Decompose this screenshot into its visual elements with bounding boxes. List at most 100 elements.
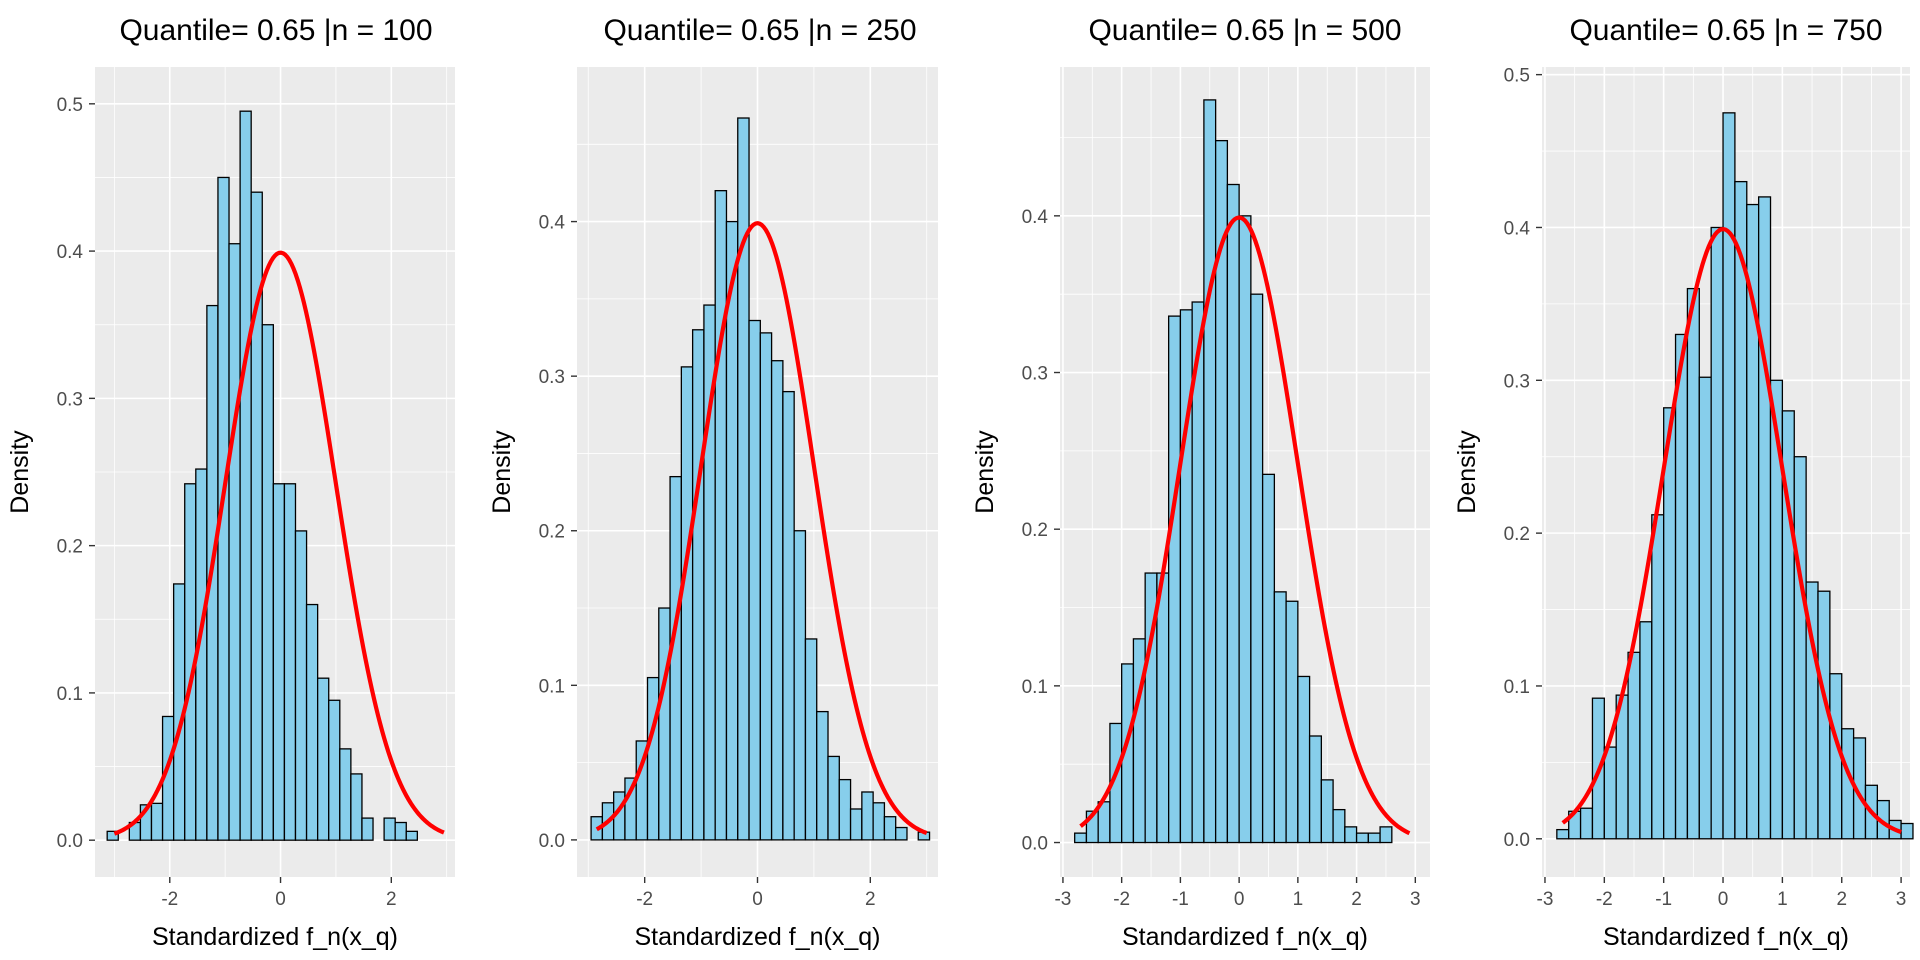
histogram-bar	[1698, 376, 1712, 840]
x-tick-label: -1	[1655, 889, 1672, 910]
y-tick-label: 0.4	[1022, 207, 1049, 228]
histogram-bar	[394, 821, 407, 841]
panel-n-250: 0.0 0.1 0.2 0.3 0.4 -2 0 2 Quantile= 0.65 |n = …	[488, 14, 938, 951]
y-axis-label: Density	[1453, 430, 1481, 514]
histogram-bar	[1320, 779, 1334, 844]
y-tick-label: 0.4	[1504, 218, 1531, 239]
histogram-bar	[1900, 822, 1914, 840]
x-tick-label: 2	[1836, 889, 1847, 910]
x-tick-label: 2	[386, 889, 397, 910]
x-tick-label: 0	[1234, 889, 1245, 910]
histogram-bar	[283, 483, 297, 841]
y-tick-label: 0.2	[539, 522, 565, 543]
histogram-bar	[316, 677, 330, 841]
histogram-bar	[1627, 651, 1641, 840]
y-tick-label: 0.5	[1504, 66, 1530, 87]
histogram-bar	[150, 802, 164, 841]
histogram-bar	[1074, 832, 1088, 844]
histogram-bar	[1793, 456, 1807, 840]
y-tick-label: 0.2	[1022, 520, 1048, 541]
histogram-bar	[782, 390, 795, 841]
histogram-bar	[1168, 315, 1182, 844]
histogram-bar	[1651, 514, 1665, 840]
y-tick-label: 0.5	[57, 95, 83, 116]
histogram-bar	[405, 830, 418, 841]
histogram-bar	[1297, 675, 1311, 844]
histogram-bar	[350, 773, 363, 841]
panel-n-500: 0.0 0.1 0.2 0.3 0.4 -3 -2 -1 0 1 2 3 Quantile= 0.65…	[971, 14, 1430, 951]
y-tick-label: 0.1	[539, 676, 565, 697]
histogram-bar	[1722, 112, 1736, 840]
plot-area: 0.0 0.1 0.2 0.3 0.4 -2 0 2	[539, 67, 938, 910]
y-tick-label: 0.3	[57, 389, 83, 410]
histogram-bar	[827, 755, 840, 841]
histogram-bar	[1273, 591, 1287, 844]
histogram-bar	[849, 808, 863, 841]
panel-title: Quantile= 0.65 |n = 100	[119, 14, 432, 47]
y-tick-label: 0.3	[1504, 371, 1530, 392]
histogram-bar	[680, 366, 694, 841]
histogram-bar	[1344, 826, 1358, 844]
y-axis-label: Density	[488, 430, 516, 514]
histogram-bar	[339, 748, 352, 841]
plot-area: 0.0 0.1 0.2 0.3 0.4 -3 -2 -1 0 1 2 3	[1022, 67, 1430, 910]
panel-title: Quantile= 0.65 |n = 250	[603, 14, 916, 47]
histogram-bar	[106, 830, 119, 841]
histogram-bar	[361, 817, 374, 841]
y-tick-label: 0.3	[1022, 364, 1048, 385]
y-tick-label: 0.0	[57, 831, 83, 852]
x-tick-label: -1	[1172, 889, 1189, 910]
histogram-bar	[646, 676, 660, 841]
histogram-bar	[1156, 572, 1170, 844]
x-tick-label: -2	[636, 889, 653, 910]
histogram-bar	[838, 778, 852, 841]
x-tick-label: -2	[1596, 889, 1613, 910]
x-tick-label: 0	[275, 889, 286, 910]
histogram-bar	[1355, 832, 1369, 844]
histogram-bar	[1686, 287, 1700, 840]
y-tick-label: 0.2	[57, 537, 83, 558]
panel-n-750: 0.0 0.1 0.2 0.3 0.4 0.5 -3 -2 -1 0 1 2 3 Quantile= 0…	[1453, 14, 1914, 951]
y-axis-label: Density	[6, 430, 34, 514]
histogram-bar	[725, 220, 739, 841]
x-axis-label: Standardized f_n(x_q)	[1122, 923, 1368, 951]
x-axis-label: Standardized f_n(x_q)	[1603, 923, 1849, 951]
x-tick-label: 3	[1410, 889, 1421, 910]
y-tick-label: 0.0	[1022, 834, 1048, 855]
y-axis-label: Density	[971, 430, 999, 514]
x-tick-label: 2	[1351, 889, 1362, 910]
histogram-bar	[691, 329, 705, 841]
histogram-bar	[872, 802, 886, 841]
x-tick-label: 2	[865, 889, 876, 910]
histogram-bar	[1603, 746, 1617, 840]
histogram-bar	[1285, 600, 1299, 844]
histogram-bar	[1663, 407, 1677, 840]
histogram-bar	[328, 699, 341, 841]
histogram-bar	[737, 117, 750, 841]
histogram-bar	[658, 607, 671, 841]
histogram-bar	[804, 638, 818, 841]
histogram-bar	[305, 603, 319, 841]
histogram-bar	[294, 530, 308, 841]
histogram-bar	[714, 190, 728, 841]
y-tick-label: 0.0	[539, 831, 565, 852]
panel-title: Quantile= 0.65 |n = 500	[1088, 14, 1401, 47]
histogram-bar	[883, 816, 897, 841]
histogram-bar	[1203, 99, 1217, 844]
normal-density-curve	[1079, 215, 1411, 836]
histogram-bar	[383, 817, 396, 841]
y-tick-label: 0.4	[539, 213, 566, 234]
x-tick-label: -2	[161, 889, 178, 910]
y-tick-label: 0.1	[1022, 677, 1048, 698]
normal-density-curve	[113, 250, 445, 836]
histogram-bar	[770, 360, 784, 841]
panel-n-100: 0.0 0.1 0.2 0.3 0.4 0.5 -2 0 2 Quantile= 0.65 |n…	[6, 14, 455, 951]
histogram-bar	[1757, 196, 1772, 840]
panel-title: Quantile= 0.65 |n = 750	[1569, 14, 1882, 47]
histogram-bar	[1734, 180, 1748, 840]
histogram-bar	[272, 483, 286, 841]
x-axis-label: Standardized f_n(x_q)	[635, 923, 881, 951]
normal-density-curve	[1561, 227, 1902, 834]
histogram-bar	[1710, 226, 1724, 840]
